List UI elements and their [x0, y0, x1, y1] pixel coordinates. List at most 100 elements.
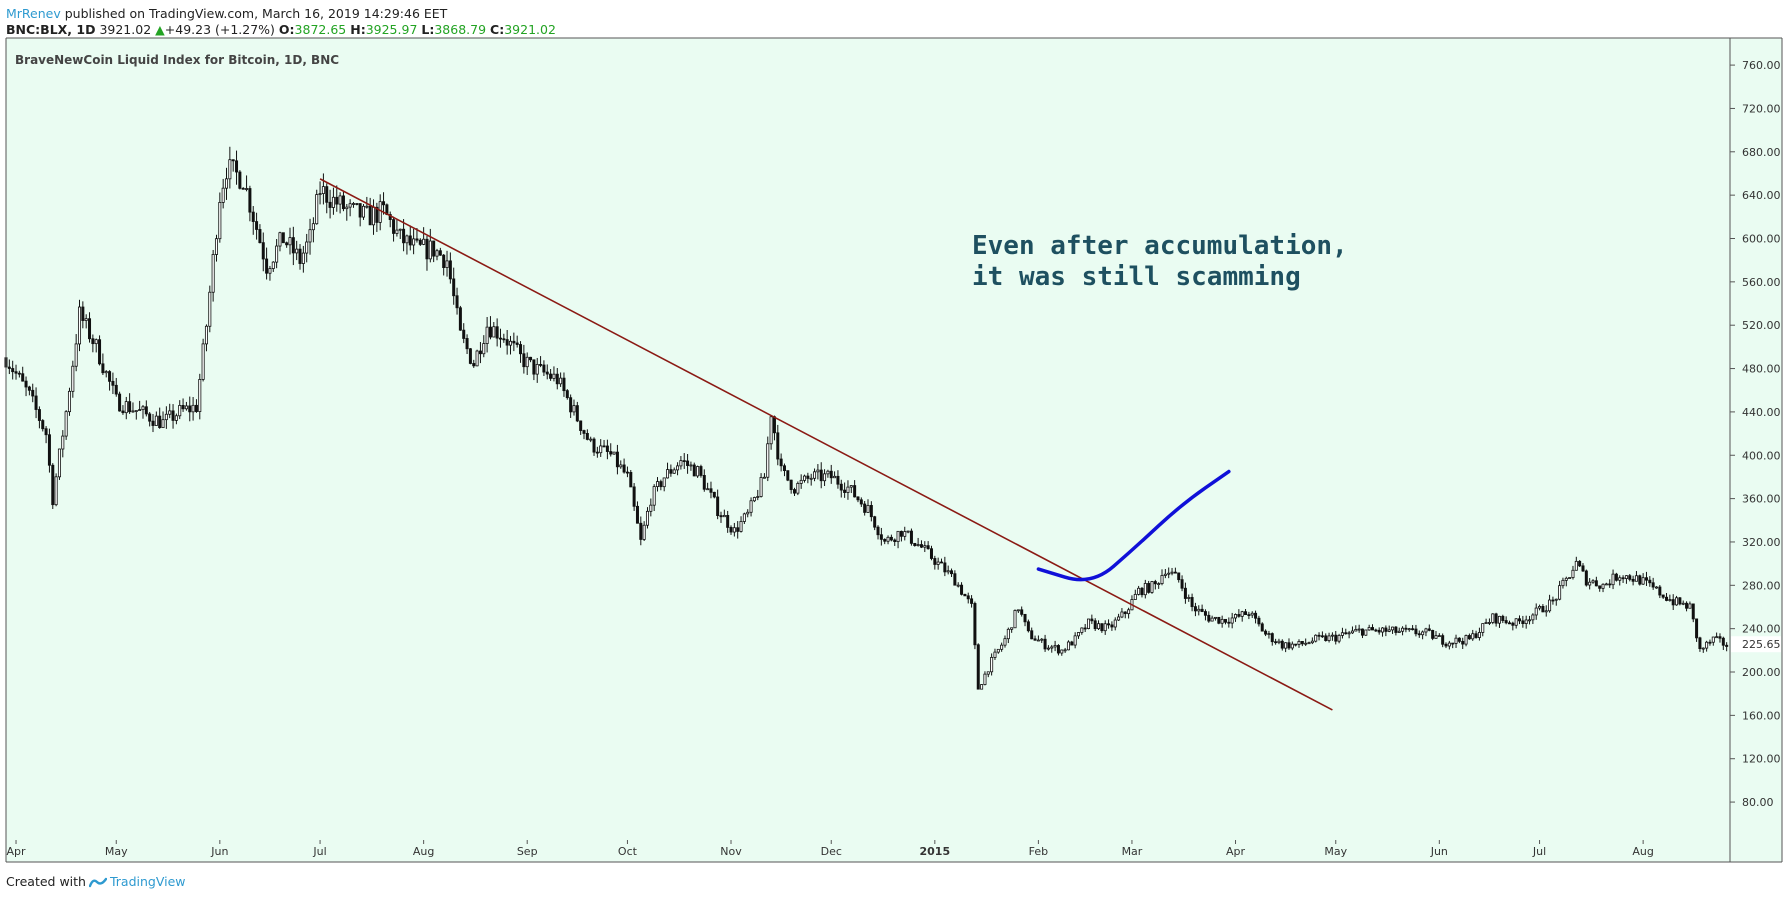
candle-body [779, 458, 783, 467]
created-with-text: Created with [6, 874, 86, 889]
candle-body [1578, 560, 1582, 567]
candle-body [231, 159, 235, 162]
candle-body [716, 496, 720, 517]
candle-body [218, 202, 222, 240]
high-label: H: [350, 22, 366, 37]
candle-body [559, 377, 563, 385]
candle-body [1254, 612, 1258, 619]
time-tick-label: Aug [413, 845, 434, 858]
candle-body [1514, 618, 1518, 626]
candle-body [1541, 606, 1545, 613]
candle-body [1708, 641, 1712, 644]
candle-body [71, 365, 75, 392]
author-link[interactable]: MrRenev [6, 6, 61, 21]
footer: Created with TradingView [6, 874, 186, 889]
candle-body [950, 570, 954, 575]
candle-body [1220, 618, 1224, 624]
candle-body [529, 356, 533, 361]
tradingview-link[interactable]: TradingView [88, 874, 186, 889]
candle-body [569, 397, 573, 413]
candle-body [291, 237, 295, 254]
candle-body [94, 339, 98, 345]
candle-body [1354, 629, 1358, 632]
price-axis-background[interactable] [1730, 38, 1782, 840]
candle-body [1210, 617, 1214, 622]
candle-body [696, 466, 700, 477]
candle-body [1023, 613, 1027, 623]
candle-body [502, 338, 506, 341]
candle-body [1598, 585, 1602, 589]
candle-body [295, 248, 299, 254]
candle-body [101, 363, 105, 374]
candle-body [893, 539, 897, 542]
candle-body [903, 531, 907, 537]
candle-body [525, 356, 529, 368]
candle-body [666, 469, 670, 479]
annotation-line-1[interactable]: Even after accumulation, [972, 231, 1348, 261]
candle-body [976, 644, 980, 690]
candle-body [642, 524, 646, 540]
candle-body [108, 371, 112, 382]
annotation-line-2[interactable]: it was still scamming [972, 262, 1301, 292]
candle-body [1407, 628, 1411, 631]
candle-body [225, 178, 229, 189]
candle-body [1020, 609, 1024, 615]
candle-body [14, 371, 18, 374]
candle-body [1127, 609, 1131, 615]
candle-body [168, 410, 172, 415]
time-axis-background[interactable] [6, 840, 1782, 862]
candle-body [1013, 610, 1017, 629]
candle-body [699, 466, 703, 476]
candle-body [131, 410, 135, 413]
chart-title: BraveNewCoin Liquid Index for Bitcoin, 1… [15, 53, 339, 67]
trendline[interactable] [319, 178, 1333, 711]
candle-body [1604, 583, 1608, 586]
candle-body [1143, 583, 1147, 596]
candle-body [609, 451, 613, 455]
candle-body [188, 405, 192, 413]
candle-body [1497, 615, 1501, 624]
candle-body [1437, 635, 1441, 638]
candle-body [1601, 583, 1605, 589]
candle-body [682, 460, 686, 463]
candle-body [1093, 620, 1097, 630]
candle-body [435, 250, 439, 257]
candle-body [1300, 641, 1304, 645]
candle-body [1287, 642, 1291, 649]
candle-body [1394, 626, 1398, 633]
candle-body [331, 196, 335, 208]
candle-body [1076, 632, 1080, 637]
candle-body [1173, 571, 1177, 574]
candle-body [1467, 635, 1471, 640]
candle-body [906, 530, 910, 533]
candle-body [178, 405, 182, 417]
candle-body [1491, 613, 1495, 623]
candle-body [1631, 578, 1635, 582]
candle-body [806, 475, 810, 479]
candle-body [746, 511, 750, 515]
candle-body [138, 409, 142, 412]
candle-body [966, 595, 970, 600]
price-tick-label: 600.00 [1742, 233, 1781, 246]
price-tick-label: 560.00 [1742, 276, 1781, 289]
candle-body [1558, 585, 1562, 600]
annotation-curve[interactable] [1036, 469, 1231, 582]
candle-body [940, 561, 944, 564]
candle-body [1621, 577, 1625, 580]
candle-body [278, 232, 282, 247]
candle-body [1073, 635, 1077, 646]
price-tick-label: 320.00 [1742, 536, 1781, 549]
candle-body [883, 538, 887, 542]
candle-body [1314, 634, 1318, 642]
price-tick-label: 80.00 [1742, 796, 1774, 809]
candle-body [562, 377, 566, 392]
candle-body [7, 366, 11, 369]
candle-body [445, 260, 449, 268]
candle-body [873, 516, 877, 528]
last-price-marker: 225.65 [1731, 636, 1781, 653]
candle-body [114, 384, 118, 395]
candle-body [756, 496, 760, 498]
candle-body [47, 434, 51, 466]
candle-body [1614, 573, 1618, 581]
